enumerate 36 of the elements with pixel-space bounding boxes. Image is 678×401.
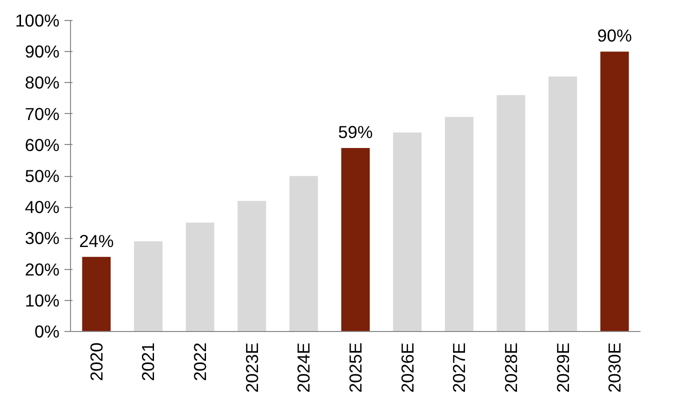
x-tick-label: 2030E — [604, 342, 625, 393]
y-tick-label: 80% — [24, 72, 60, 93]
y-tick-label: 100% — [15, 10, 60, 30]
y-tick-label: 70% — [24, 104, 60, 124]
y-tick-label: 90% — [24, 42, 60, 62]
x-tick-label: 2025E — [346, 342, 366, 393]
x-tick-label: 2021 — [138, 342, 158, 382]
bar — [548, 76, 578, 332]
bar — [444, 116, 474, 332]
data-label: 24% — [79, 230, 114, 251]
data-label: 59% — [338, 122, 373, 142]
bar — [341, 148, 370, 332]
x-tick-label: 2026E — [397, 342, 418, 393]
y-tick-label: 10% — [24, 290, 60, 310]
bar — [496, 95, 526, 332]
y-tick-label: 60% — [24, 134, 60, 155]
x-tick-label: 2023E — [242, 342, 262, 393]
y-tick-label: 30% — [24, 228, 60, 248]
bar — [289, 176, 318, 332]
bar — [134, 241, 162, 332]
bar — [600, 52, 629, 332]
y-tick-label: 0% — [34, 322, 60, 342]
x-tick-label: 2022 — [190, 342, 210, 382]
bar — [238, 200, 266, 332]
x-tick-label: 2024E — [294, 342, 314, 393]
x-tick-label: 2027E — [449, 342, 470, 393]
bar — [393, 132, 422, 332]
x-tick-label: 2020 — [86, 342, 106, 382]
bar — [186, 222, 214, 332]
x-tick-label: 2028E — [500, 342, 521, 393]
y-tick-label: 50% — [24, 166, 60, 186]
y-tick-label: 20% — [24, 259, 60, 280]
bar — [82, 256, 111, 332]
x-tick-label: 2029E — [552, 342, 573, 393]
data-label: 90% — [597, 26, 632, 46]
y-tick-label: 40% — [24, 197, 60, 218]
